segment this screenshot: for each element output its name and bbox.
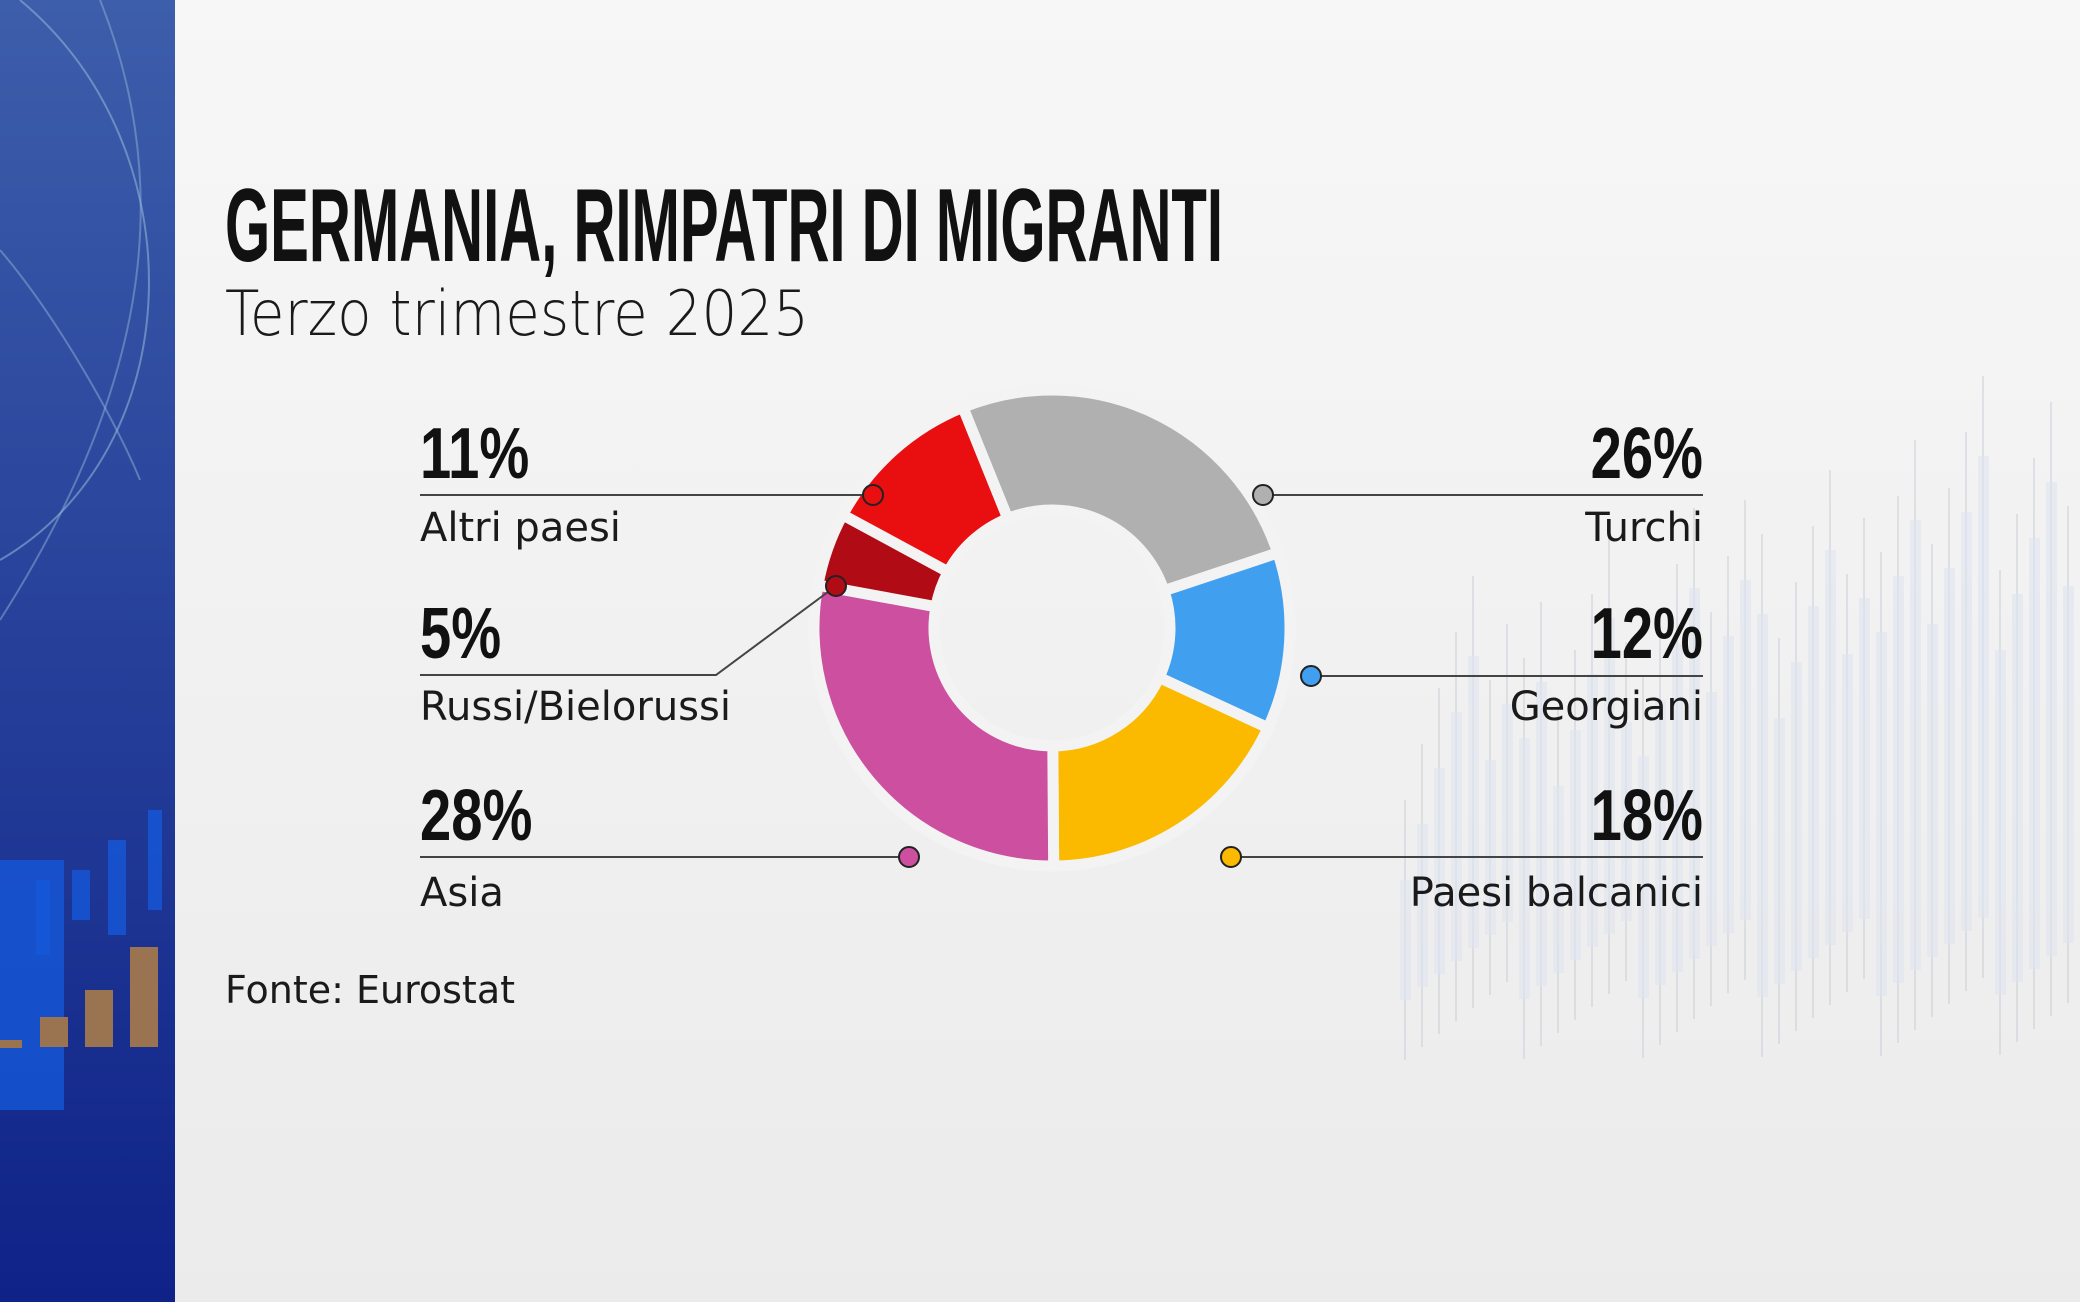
leader-dot (825, 575, 847, 597)
donut-slice-asia (808, 578, 1060, 872)
slice-labels: 26% Turchi 12% Georgiani 18% Paesi balcanici 2… (420, 413, 1703, 916)
slice-value-label: 11% (420, 413, 529, 493)
slice-category-label: Paesi balcanici (1410, 870, 1703, 916)
donut-slice-altri-paesi (835, 400, 1015, 580)
leader-dot (1220, 846, 1242, 868)
leader-dot (862, 484, 884, 506)
leader-dot (1252, 484, 1274, 506)
donut-slice-paesi-balcanici (1047, 670, 1276, 872)
slice-category-label: Russi/Bielorussi (420, 684, 731, 730)
slice-category-label: Asia (420, 870, 504, 916)
source-note: Fonte: Eurostat (225, 968, 515, 1012)
chart-subtitle: Terzo trimestre 2025 (225, 277, 809, 350)
leader-lines (420, 484, 1703, 868)
slice-value-label: 12% (1591, 593, 1703, 673)
slice-value-label: 5% (420, 593, 501, 673)
donut-slices (808, 384, 1296, 872)
slice-value-label: 28% (420, 775, 532, 855)
slice-value-label: 26% (1591, 413, 1703, 493)
donut-slice-turchi (955, 384, 1285, 598)
leader-dot (898, 846, 920, 868)
chart-title: GERMANIA, RIMPATRI DI MIGRANTI (225, 168, 1223, 284)
slice-category-label: Altri paesi (420, 505, 621, 551)
leader-dot (1300, 665, 1322, 687)
background-stock-decoration (1400, 376, 2074, 1060)
slice-category-label: Georgiani (1510, 684, 1703, 730)
slice-category-label: Turchi (1584, 505, 1703, 551)
side-band-decoration (0, 0, 162, 1110)
slice-value-label: 18% (1591, 775, 1703, 855)
leader-line (420, 585, 837, 676)
